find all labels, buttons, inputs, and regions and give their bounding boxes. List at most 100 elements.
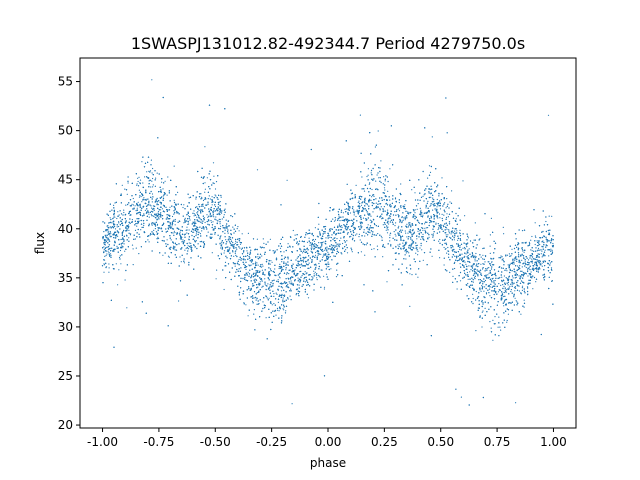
data-point [136, 202, 138, 205]
data-point [510, 290, 512, 293]
data-point [510, 255, 512, 257]
data-point [116, 235, 118, 237]
data-point [305, 273, 307, 275]
data-point [307, 267, 309, 269]
data-point [196, 216, 198, 218]
data-point [358, 200, 360, 202]
data-point [531, 258, 533, 260]
data-point [507, 288, 509, 290]
data-point [179, 256, 181, 258]
data-point [363, 200, 365, 202]
data-point [389, 215, 392, 217]
data-point [428, 236, 430, 238]
data-point [507, 264, 509, 266]
data-point [110, 232, 112, 234]
data-point [149, 170, 152, 172]
data-point [235, 250, 237, 252]
data-point [229, 236, 231, 238]
data-point [433, 201, 435, 203]
data-point [219, 218, 221, 221]
data-point [264, 278, 266, 280]
data-point [276, 293, 278, 295]
data-point [326, 246, 328, 248]
data-point [468, 248, 470, 250]
data-point [136, 207, 138, 209]
data-point [113, 211, 115, 213]
data-point [466, 246, 468, 248]
data-point [283, 282, 285, 284]
data-point [457, 239, 459, 241]
data-point [248, 264, 250, 266]
data-point [314, 271, 316, 273]
data-point [116, 245, 118, 247]
data-point [430, 196, 432, 198]
data-point [277, 309, 279, 311]
data-point [298, 284, 300, 286]
data-point [432, 199, 434, 201]
data-point [439, 238, 441, 241]
data-point [357, 201, 359, 204]
data-point [531, 262, 534, 264]
data-point [523, 306, 525, 308]
data-point [538, 241, 540, 243]
data-point [236, 228, 238, 230]
data-point [318, 275, 321, 277]
data-point [216, 269, 218, 271]
data-point [114, 216, 116, 218]
data-point [132, 264, 134, 266]
data-point [375, 180, 377, 182]
data-point [501, 256, 503, 258]
data-point [269, 286, 271, 288]
data-point [283, 258, 285, 260]
data-point [439, 217, 441, 219]
data-point [135, 210, 137, 212]
data-point [273, 295, 275, 297]
data-point [253, 313, 255, 315]
data-point [326, 249, 328, 251]
data-point [246, 250, 248, 252]
data-point [426, 240, 428, 243]
data-point [472, 281, 474, 283]
data-point [291, 282, 293, 284]
data-point [370, 172, 372, 174]
data-point [417, 276, 419, 278]
data-point [490, 263, 492, 265]
data-point [481, 268, 484, 270]
data-point [144, 176, 146, 178]
data-point [315, 265, 317, 267]
data-point [319, 231, 321, 233]
data-point [283, 309, 285, 311]
data-point [339, 243, 341, 245]
data-point [511, 248, 513, 250]
data-point [234, 251, 236, 253]
data-point [504, 289, 506, 291]
data-point [173, 199, 175, 201]
data-point [295, 294, 297, 296]
data-point [236, 248, 238, 250]
data-point [195, 240, 197, 242]
data-point [104, 244, 106, 246]
data-point [174, 218, 176, 221]
data-point [329, 256, 331, 258]
data-point [541, 262, 543, 264]
data-point [388, 223, 390, 225]
data-point [471, 267, 474, 269]
data-point [157, 204, 159, 206]
data-point [365, 203, 367, 205]
data-point [171, 226, 173, 228]
data-point [212, 210, 215, 212]
data-point [215, 219, 217, 221]
data-point [287, 283, 289, 285]
data-point [432, 197, 434, 199]
data-point [531, 235, 533, 238]
data-point [482, 254, 484, 256]
data-point [363, 229, 365, 231]
data-point [184, 217, 186, 219]
data-point [196, 219, 198, 221]
data-point [359, 226, 361, 228]
data-point [416, 208, 418, 210]
data-point [304, 271, 306, 273]
data-point [274, 268, 276, 270]
data-point [269, 238, 271, 240]
data-point [418, 222, 421, 224]
